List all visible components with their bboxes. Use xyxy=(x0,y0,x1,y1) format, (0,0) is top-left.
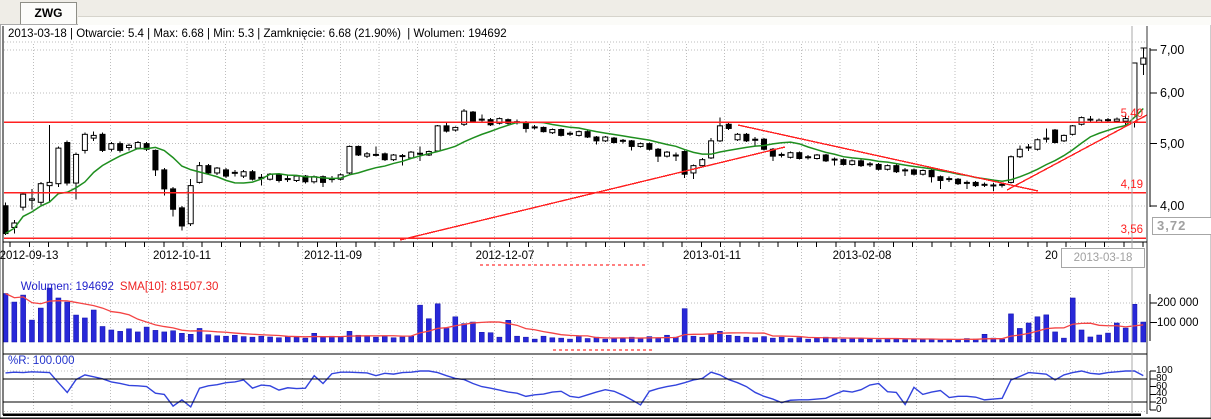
volume-axis-label: 200 000 xyxy=(1157,297,1199,310)
tab-strip-spacer xyxy=(78,16,1211,25)
percent-r-axis-label: 60 xyxy=(1156,380,1168,392)
price-level-label: 3,56 xyxy=(1120,224,1143,237)
volume-axis-label: 100 000 xyxy=(1157,316,1199,329)
quote-info-bar: 2013-03-18 | Otwarcie: 5.4 | Max: 6.68 |… xyxy=(8,28,507,40)
percent-r-axis-label: 40 xyxy=(1156,388,1168,400)
price-axis-label: 5,00 xyxy=(1160,136,1185,151)
tab-zwg[interactable]: ZWG xyxy=(20,2,77,24)
volume-sma-label: SMA[10]: 81507.30 xyxy=(119,281,219,293)
cursor-price-box: 3,72 xyxy=(1152,217,1211,235)
x-axis-label: 2012-12-07 xyxy=(475,250,535,262)
price-axis-label: 6,00 xyxy=(1160,85,1185,100)
x-axis-label: 2013-02-08 xyxy=(832,250,892,262)
price-level-label: 4,19 xyxy=(1120,178,1143,191)
volume-value-label: Wolumen: 194692 xyxy=(20,281,114,293)
percent-r-axis-label: 100 xyxy=(1156,365,1173,376)
percent-r-axis-label: 80 xyxy=(1156,372,1168,384)
clipped-date-label: 20 xyxy=(1045,250,1058,262)
tab-strip: ZWG xyxy=(0,0,1211,25)
volume-panel-label: Wolumen: 194692 SMA[10]: 81507.30 xyxy=(8,269,219,305)
x-axis-label: 2012-09-13 xyxy=(0,250,59,262)
percent-r-label: %R: 100.000 xyxy=(8,355,75,367)
x-axis-label: 2012-11-09 xyxy=(304,250,362,262)
selected-date-box: 2013-03-18 xyxy=(1061,248,1145,268)
percent-r-axis-label: 0 xyxy=(1156,404,1162,415)
price-axis-label: 4,00 xyxy=(1160,198,1185,213)
price-level-label: 5,40 xyxy=(1120,108,1143,121)
x-axis-label: 2013-01-11 xyxy=(683,250,741,262)
percent-r-axis-label: 20 xyxy=(1156,396,1168,408)
x-axis-label: 2012-10-11 xyxy=(153,250,211,262)
price-axis-label: 7,00 xyxy=(1160,42,1185,57)
